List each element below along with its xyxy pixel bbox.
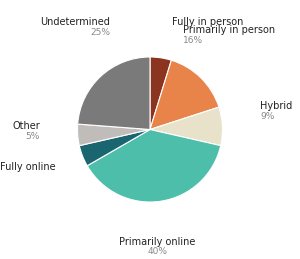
Wedge shape bbox=[87, 130, 221, 202]
Text: Primarily online: Primarily online bbox=[119, 237, 195, 247]
Text: Fully online: Fully online bbox=[0, 162, 56, 172]
Text: 25%: 25% bbox=[90, 28, 110, 37]
Wedge shape bbox=[78, 57, 150, 130]
Wedge shape bbox=[79, 130, 150, 166]
Text: 9%: 9% bbox=[260, 112, 275, 121]
Wedge shape bbox=[150, 107, 223, 146]
Text: 40%: 40% bbox=[147, 247, 167, 256]
Text: Other: Other bbox=[12, 121, 40, 131]
Text: 5%: 5% bbox=[26, 132, 40, 141]
Wedge shape bbox=[150, 57, 171, 130]
Text: Primarily in person: Primarily in person bbox=[183, 25, 275, 35]
Wedge shape bbox=[150, 60, 219, 130]
Text: 16%: 16% bbox=[183, 36, 203, 45]
Wedge shape bbox=[77, 124, 150, 146]
Text: Undetermined: Undetermined bbox=[40, 17, 110, 26]
Text: Fully in person: Fully in person bbox=[172, 17, 243, 26]
Text: Hybrid: Hybrid bbox=[260, 101, 292, 111]
